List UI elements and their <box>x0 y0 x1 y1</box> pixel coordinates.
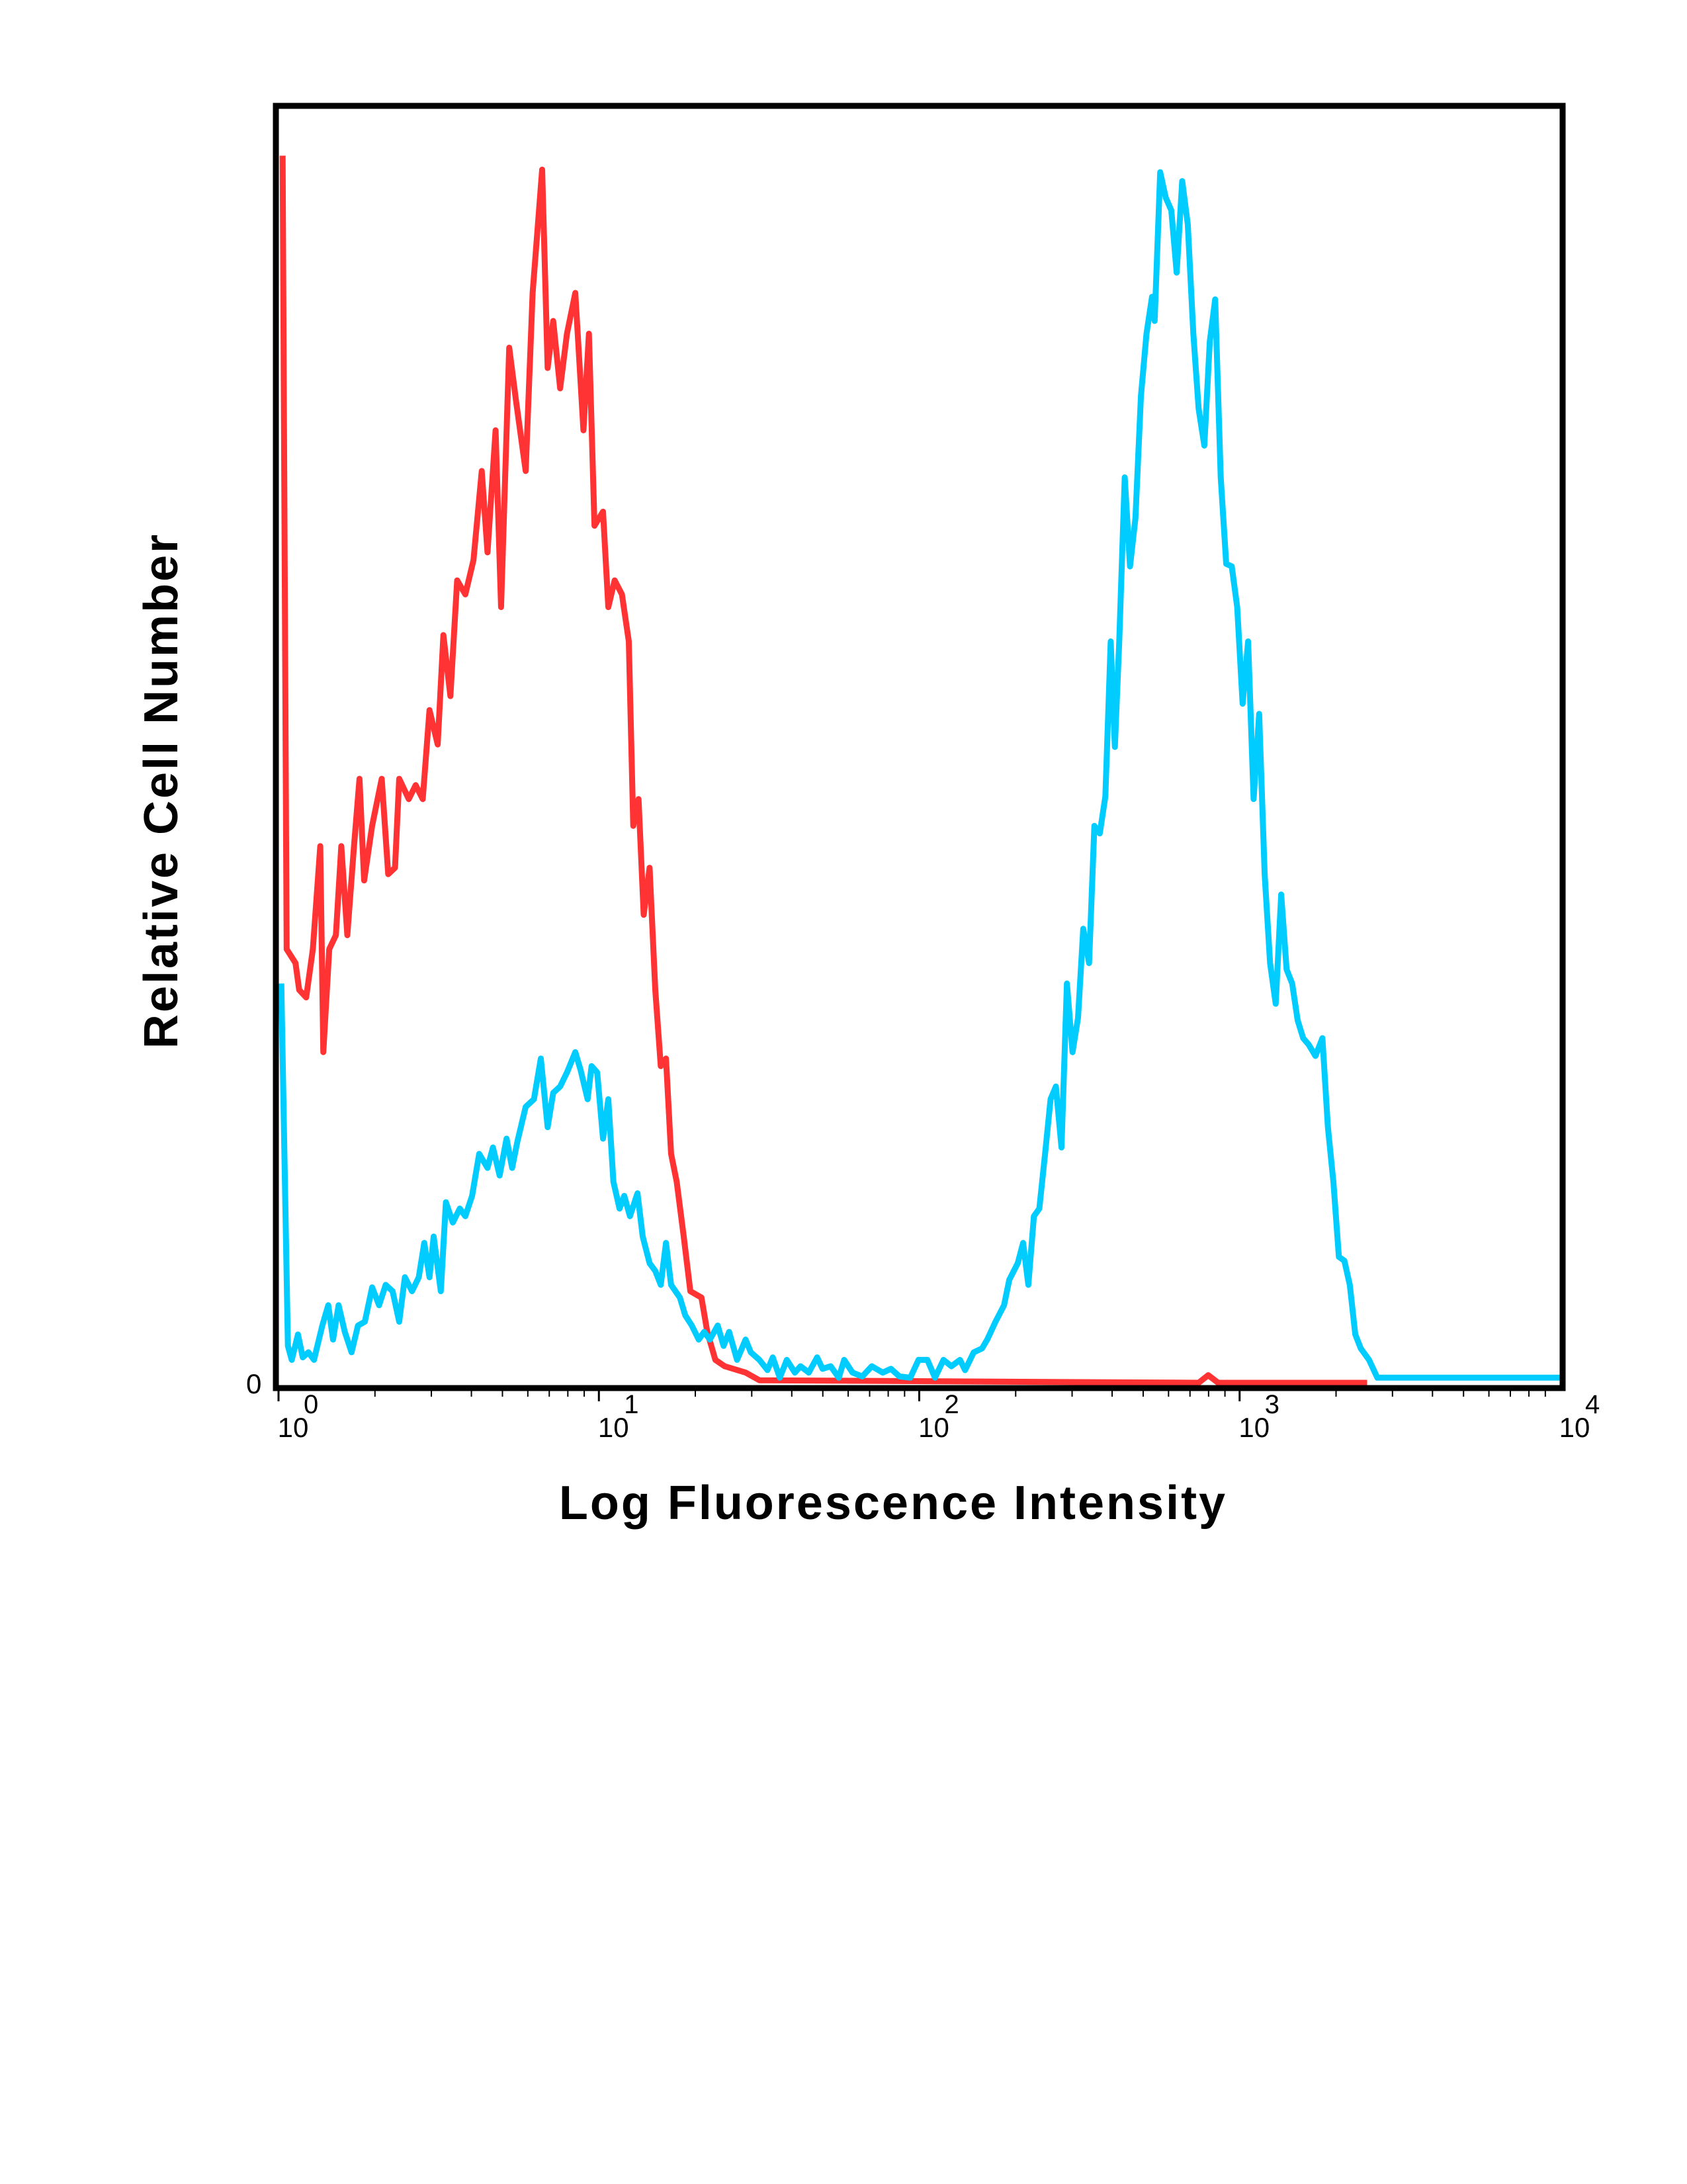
x-tick-base: 10 <box>918 1412 949 1443</box>
x-tick-exponent: 3 <box>1265 1390 1279 1419</box>
series-layer <box>278 155 1560 1386</box>
x-tick-base: 10 <box>1559 1412 1590 1443</box>
x-tick-exponent: 0 <box>304 1390 318 1419</box>
x-tick-base: 10 <box>598 1412 629 1443</box>
x-axis-title: Log Fluorescence Intensity <box>559 1477 1227 1530</box>
x-tick-exponent: 4 <box>1585 1390 1600 1419</box>
series-red-histogram <box>279 155 1367 1386</box>
series-cyan-histogram <box>278 169 1560 1381</box>
x-tick-label-0: 100 <box>278 1390 319 1443</box>
x-tick-label-2: 102 <box>918 1390 959 1443</box>
plot-frame <box>273 103 1566 1391</box>
y-axis-title: Relative Cell Number <box>135 533 188 1049</box>
x-tick-label-4: 104 <box>1559 1390 1600 1443</box>
x-tick-base: 10 <box>278 1412 309 1443</box>
x-tick-exponent: 2 <box>945 1390 959 1419</box>
x-tick-base: 10 <box>1238 1412 1270 1443</box>
x-tick-exponent: 1 <box>624 1390 638 1419</box>
x-tick-label-1: 101 <box>598 1390 639 1443</box>
y-tick-label-0: 0 <box>246 1368 261 1399</box>
x-tick-label-3: 103 <box>1238 1390 1279 1443</box>
